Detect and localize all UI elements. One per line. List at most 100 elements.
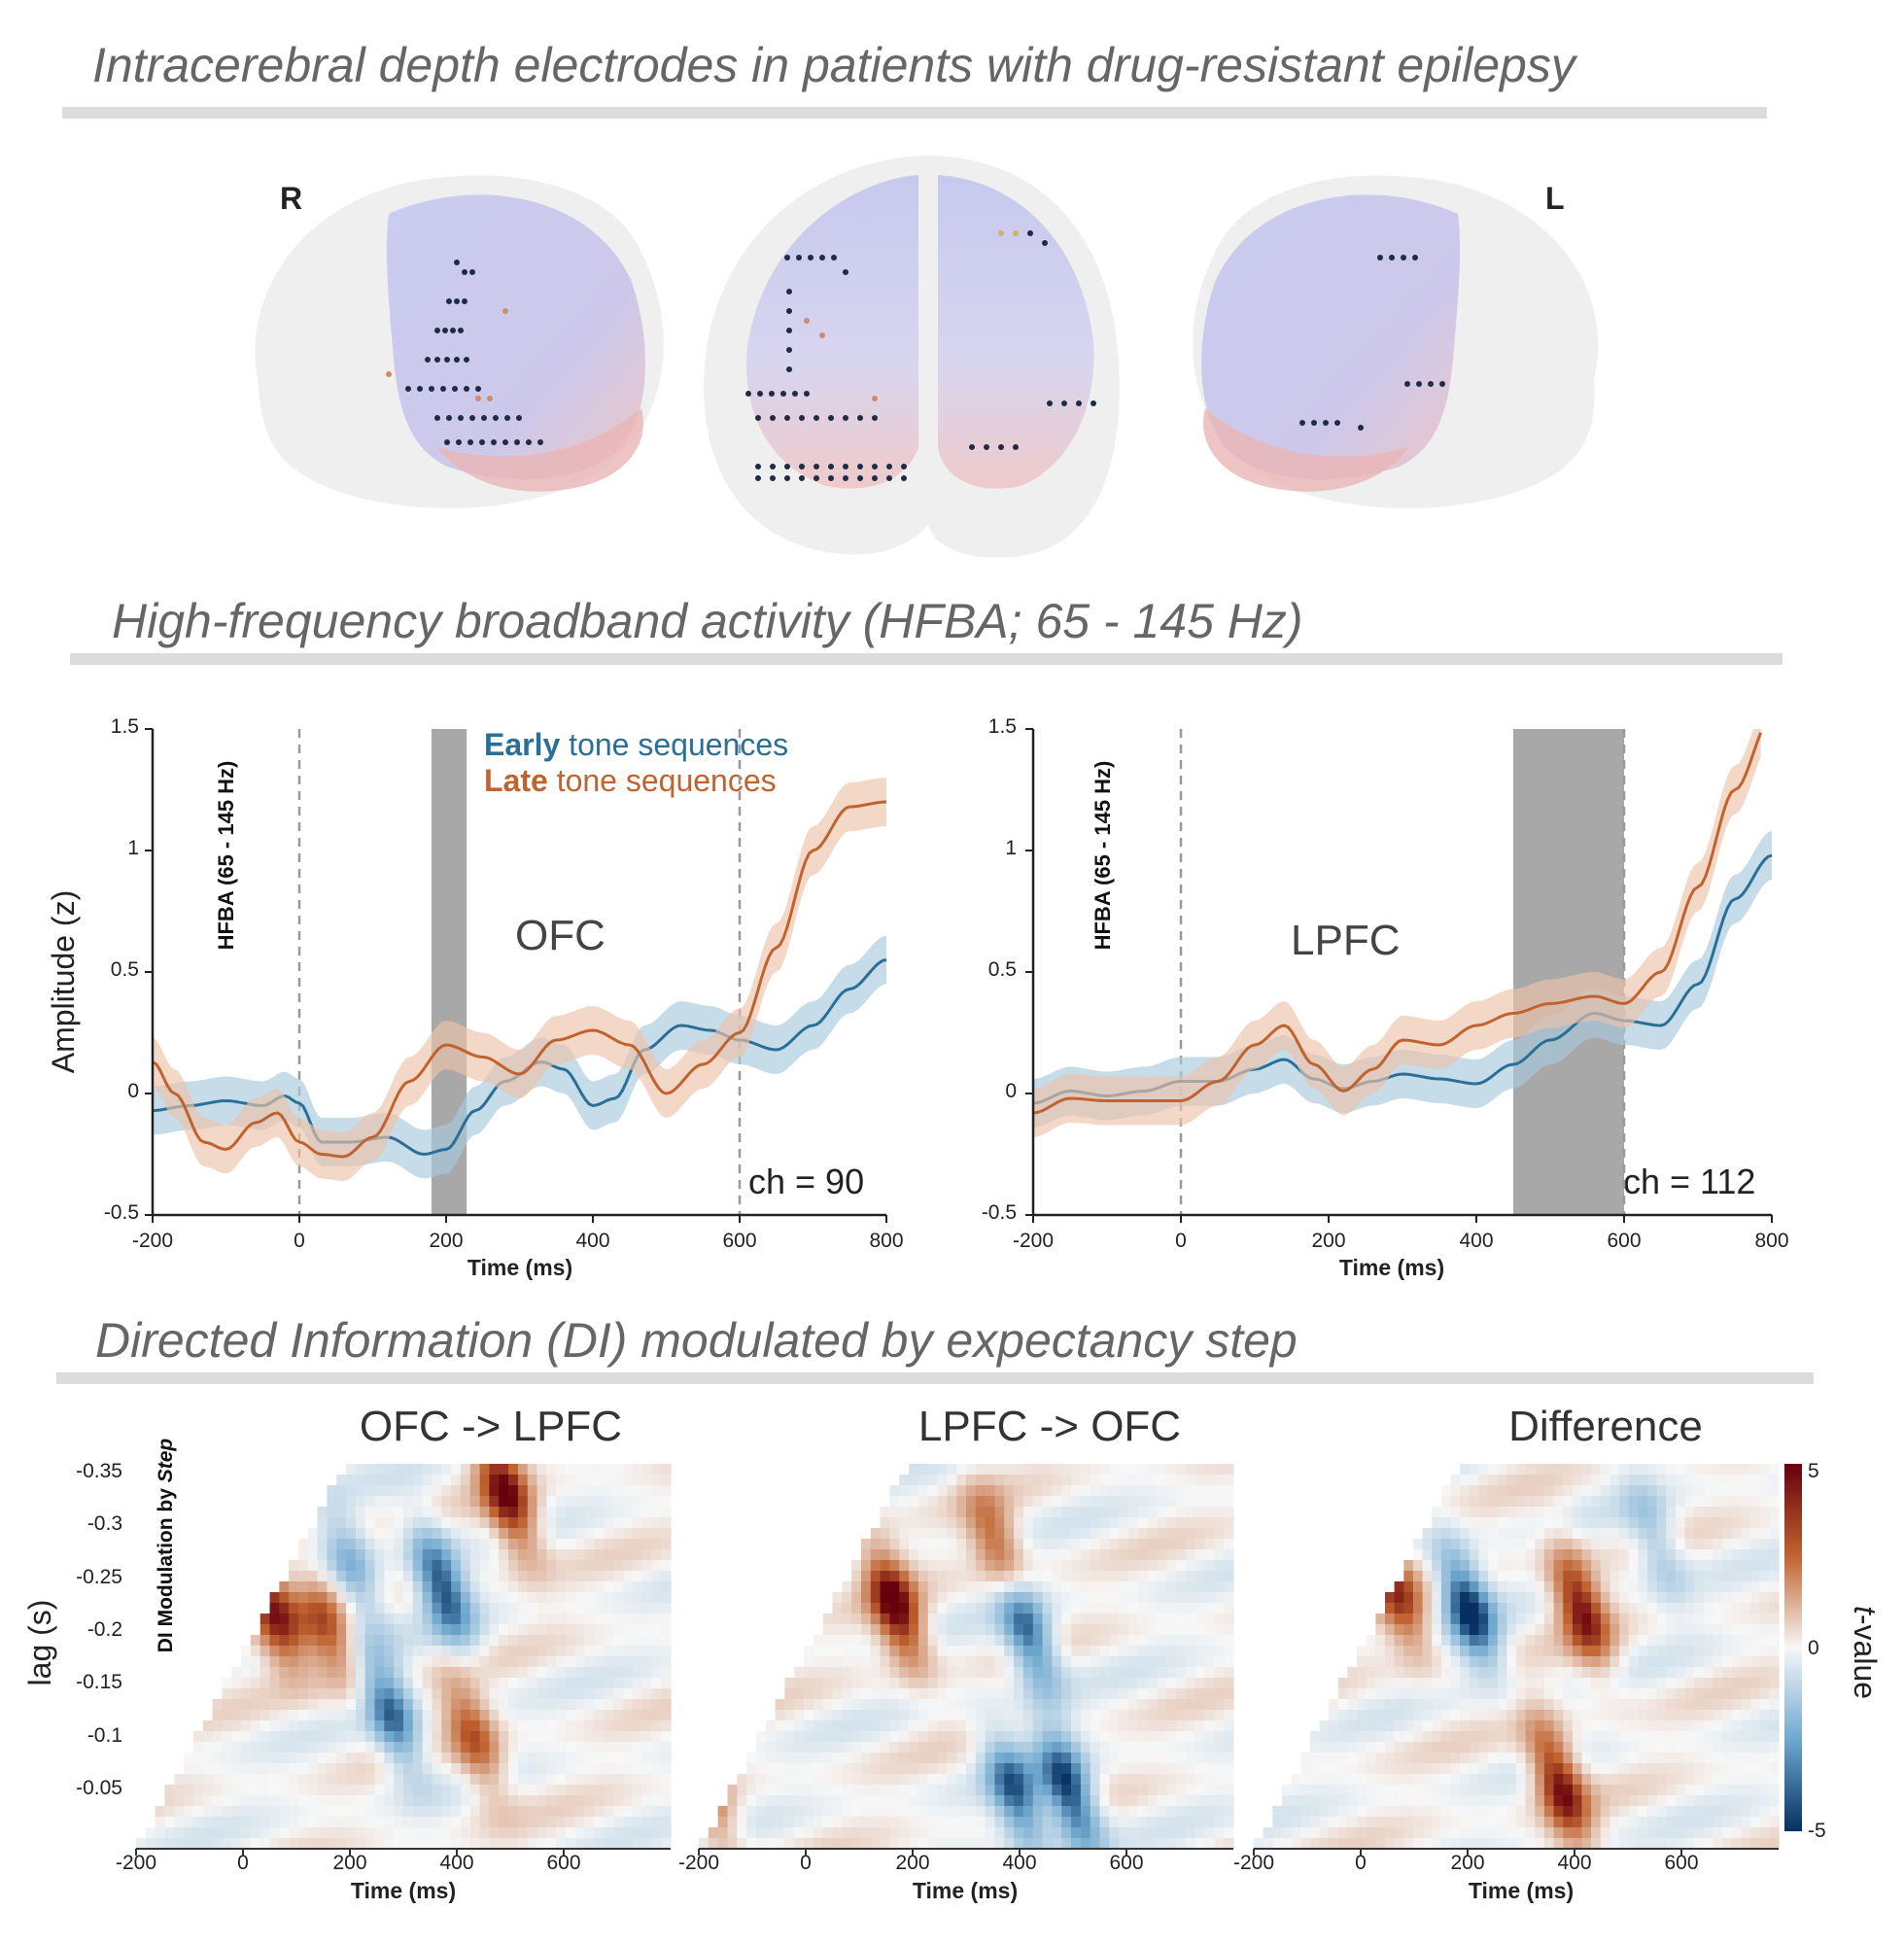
heatmap-cell — [1750, 1795, 1761, 1807]
heatmap-cell — [1014, 1838, 1024, 1850]
heatmap-cell — [441, 1753, 452, 1764]
heatmap-cell — [1119, 1656, 1129, 1668]
heatmap-cell — [604, 1731, 614, 1743]
heatmap-cell — [1450, 1731, 1461, 1743]
di-title-lpfc-ofc: LPFC -> OFC — [918, 1403, 1181, 1450]
heatmap-cell — [1157, 1753, 1167, 1764]
heatmap-cell — [1109, 1817, 1120, 1828]
heatmap-cell — [1061, 1667, 1072, 1679]
heatmap-cell — [985, 1624, 995, 1636]
heatmap-cell — [1750, 1614, 1761, 1625]
heatmap-cell — [489, 1667, 500, 1679]
heatmap-cell — [1119, 1753, 1129, 1764]
heatmap-cell — [222, 1763, 232, 1775]
heatmap-cell — [1422, 1592, 1433, 1604]
heatmap-cell — [212, 1838, 223, 1850]
heatmap-cell — [403, 1464, 414, 1475]
heatmap-cell — [1014, 1592, 1024, 1604]
heatmap-cell — [489, 1603, 500, 1614]
heatmap-cell — [1291, 1827, 1301, 1839]
heatmap-cell — [1166, 1731, 1177, 1743]
heatmap-cell — [355, 1774, 366, 1786]
heatmap-cell — [1769, 1507, 1780, 1518]
lpfc-xtick: 200 — [1311, 1230, 1345, 1252]
heatmap-cell — [1224, 1475, 1234, 1486]
heatmap-cell — [1109, 1827, 1120, 1839]
heatmap-cell — [1525, 1592, 1536, 1604]
heatmap-cell — [889, 1528, 900, 1540]
heatmap-cell — [622, 1528, 634, 1540]
heatmap-cell — [1722, 1549, 1733, 1561]
heatmap-cell — [1071, 1614, 1082, 1625]
heatmap-cell — [641, 1571, 652, 1582]
heatmap-cell — [1403, 1614, 1414, 1625]
heatmap-cell — [1647, 1688, 1658, 1700]
hfba-ylabel: Amplitude (z) — [46, 890, 81, 1074]
heatmap-cell — [403, 1646, 414, 1657]
heatmap-cell — [880, 1827, 890, 1839]
heatmap-cell — [1450, 1646, 1461, 1657]
heatmap-cell — [489, 1827, 500, 1839]
heatmap-cell — [432, 1646, 442, 1657]
heatmap-cell — [460, 1667, 471, 1679]
heatmap-cell — [1052, 1635, 1062, 1647]
heatmap-cell — [1563, 1560, 1574, 1572]
heatmap-cell — [966, 1581, 977, 1593]
heatmap-cell — [641, 1592, 652, 1604]
heatmap-cell — [1147, 1485, 1158, 1497]
heatmap-cell — [1656, 1635, 1667, 1647]
heatmap-cell — [994, 1774, 1005, 1786]
heatmap-cell — [975, 1549, 987, 1561]
heatmap-cell — [1769, 1592, 1780, 1604]
heatmap-cell — [1741, 1678, 1751, 1689]
heatmap-cell — [1166, 1485, 1177, 1497]
heatmap-cell — [1080, 1475, 1091, 1486]
heatmap-cell — [661, 1614, 672, 1625]
heatmap-cell — [355, 1678, 366, 1689]
heatmap-cell — [346, 1699, 357, 1711]
heatmap-cell — [909, 1614, 919, 1625]
heatmap-cell — [1610, 1635, 1620, 1647]
heatmap-cell — [1759, 1635, 1770, 1647]
heatmap-cell — [1119, 1496, 1129, 1508]
heatmap-cell — [1440, 1603, 1452, 1614]
heatmap-cell — [1506, 1475, 1517, 1486]
heatmap-cell — [870, 1539, 882, 1550]
heatmap-cell — [422, 1838, 433, 1850]
heatmap-cell — [1553, 1496, 1564, 1508]
heatmap-cell — [1375, 1731, 1386, 1743]
heatmap-cell — [184, 1817, 194, 1828]
heatmap-cell — [517, 1496, 529, 1508]
heatmap-cell — [1422, 1795, 1433, 1807]
heatmap-cell — [994, 1720, 1005, 1732]
heatmap-cell — [1128, 1528, 1139, 1540]
heatmap-cell — [394, 1795, 404, 1807]
heatmap-cell — [412, 1699, 424, 1711]
heatmap-cell — [632, 1646, 643, 1657]
heatmap-cell — [422, 1656, 433, 1668]
heatmap-cell — [651, 1592, 662, 1604]
heatmap-cell — [1176, 1667, 1187, 1679]
heatmap-cell — [489, 1581, 500, 1593]
heatmap-cell — [1185, 1560, 1196, 1572]
heatmap-cell — [927, 1806, 939, 1818]
heatmap-cell — [1375, 1656, 1386, 1668]
heatmap-cell — [1553, 1614, 1564, 1625]
heatmap-cell — [1713, 1624, 1723, 1636]
heatmap-cell — [355, 1592, 366, 1604]
heatmap-cell — [289, 1838, 299, 1850]
heatmap-cell — [1656, 1731, 1667, 1743]
heatmap-cell — [1052, 1720, 1062, 1732]
heatmap-cell — [1694, 1720, 1705, 1732]
heatmap-cell — [1224, 1688, 1234, 1700]
heatmap-cell — [1628, 1742, 1639, 1753]
heatmap-cell — [1591, 1678, 1602, 1689]
heatmap-cell — [298, 1774, 309, 1786]
heatmap-cell — [1119, 1549, 1129, 1561]
heatmap-cell — [451, 1763, 462, 1775]
heatmap-cell — [1080, 1528, 1091, 1540]
heatmap-cell — [1769, 1485, 1780, 1497]
heatmap-cell — [364, 1688, 376, 1700]
heatmap-cell — [604, 1549, 614, 1561]
heatmap-cell — [889, 1624, 900, 1636]
